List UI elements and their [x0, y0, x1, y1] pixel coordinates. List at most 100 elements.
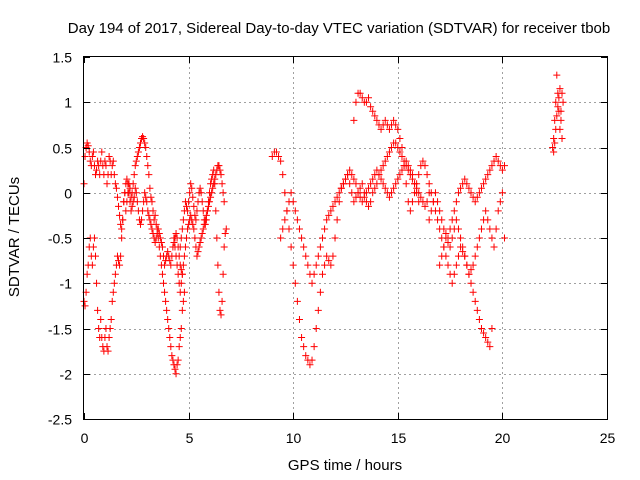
series-trace-i: [436, 189, 508, 278]
data-point: [427, 207, 435, 215]
data-point: [477, 184, 485, 192]
data-point: [552, 98, 560, 106]
data-point: [452, 261, 460, 269]
data-point: [268, 153, 276, 161]
data-point: [148, 225, 156, 233]
data-point: [81, 153, 89, 161]
data-point: [206, 198, 214, 206]
data-point: [473, 193, 481, 201]
data-point: [208, 189, 216, 197]
data-point: [287, 243, 295, 251]
data-point: [134, 148, 142, 156]
data-point: [102, 162, 110, 170]
chart-title: Day 194 of 2017, Sidereal Day-to-day VTE…: [68, 20, 610, 37]
data-point: [143, 153, 151, 161]
data-point: [318, 270, 326, 278]
data-point: [117, 252, 125, 260]
data-point: [112, 184, 120, 192]
data-point: [381, 157, 389, 165]
data-point: [408, 171, 416, 179]
data-point: [86, 157, 94, 165]
data-point: [346, 166, 354, 174]
data-point: [549, 144, 557, 151]
data-point: [402, 180, 410, 188]
data-point: [492, 225, 500, 233]
data-point: [195, 243, 203, 251]
data-point: [450, 270, 458, 278]
data-point: [354, 189, 362, 197]
data-point: [113, 193, 121, 201]
data-point: [144, 162, 152, 170]
data-point: [110, 279, 118, 287]
data-point: [448, 234, 456, 242]
data-point: [281, 189, 289, 197]
data-point: [392, 180, 400, 188]
data-point: [392, 121, 400, 129]
data-point: [193, 252, 201, 260]
data-point: [452, 198, 460, 206]
data-point: [167, 261, 175, 269]
data-point: [275, 153, 283, 161]
data-point: [217, 171, 225, 179]
data-point: [219, 189, 227, 197]
data-point: [457, 234, 465, 242]
data-point: [190, 225, 198, 233]
data-point: [367, 103, 375, 111]
data-point: [168, 352, 176, 360]
data-point: [221, 229, 229, 237]
data-point: [358, 198, 366, 206]
data-point: [467, 266, 475, 274]
data-point: [388, 144, 396, 151]
data-point: [139, 133, 147, 141]
data-point: [367, 198, 375, 206]
data-point: [142, 193, 150, 201]
data-point: [172, 370, 180, 378]
data-point: [415, 171, 423, 179]
data-point: [89, 148, 97, 156]
data-point: [314, 252, 322, 260]
y-tick-label: 0.5: [53, 141, 73, 157]
data-point: [212, 207, 220, 215]
data-point: [220, 198, 228, 206]
data-point: [133, 153, 141, 161]
data-point: [463, 261, 471, 269]
data-point: [323, 252, 331, 260]
data-point: [178, 270, 186, 278]
data-point: [141, 139, 149, 147]
data-point: [312, 325, 320, 332]
data-point: [490, 243, 498, 251]
data-point: [558, 134, 566, 142]
data-point: [115, 257, 123, 265]
data-point: [138, 216, 146, 224]
data-point: [108, 162, 116, 170]
data-point: [214, 261, 222, 269]
data-point: [440, 243, 448, 251]
data-point: [141, 189, 149, 197]
data-point: [132, 189, 140, 197]
data-point: [352, 180, 360, 188]
data-point: [327, 261, 335, 269]
data-point: [285, 225, 293, 233]
y-axis-label: SDTVAR / TECUs: [6, 177, 23, 297]
data-point: [465, 184, 473, 192]
data-point: [390, 184, 398, 192]
data-point: [215, 162, 223, 170]
data-point: [314, 306, 322, 314]
data-point: [373, 180, 381, 188]
data-point: [486, 343, 494, 351]
data-point: [176, 288, 184, 296]
data-point: [550, 134, 558, 142]
data-point: [293, 297, 301, 305]
data-point: [333, 216, 341, 224]
data-point: [154, 225, 162, 233]
data-point: [350, 116, 358, 124]
data-point: [279, 225, 287, 233]
data-point: [406, 207, 414, 215]
data-point: [218, 297, 226, 305]
data-point: [396, 171, 404, 179]
data-point: [554, 103, 562, 111]
data-point: [181, 243, 189, 251]
data-point: [484, 171, 492, 179]
data-point: [352, 98, 360, 106]
data-point: [93, 279, 101, 287]
